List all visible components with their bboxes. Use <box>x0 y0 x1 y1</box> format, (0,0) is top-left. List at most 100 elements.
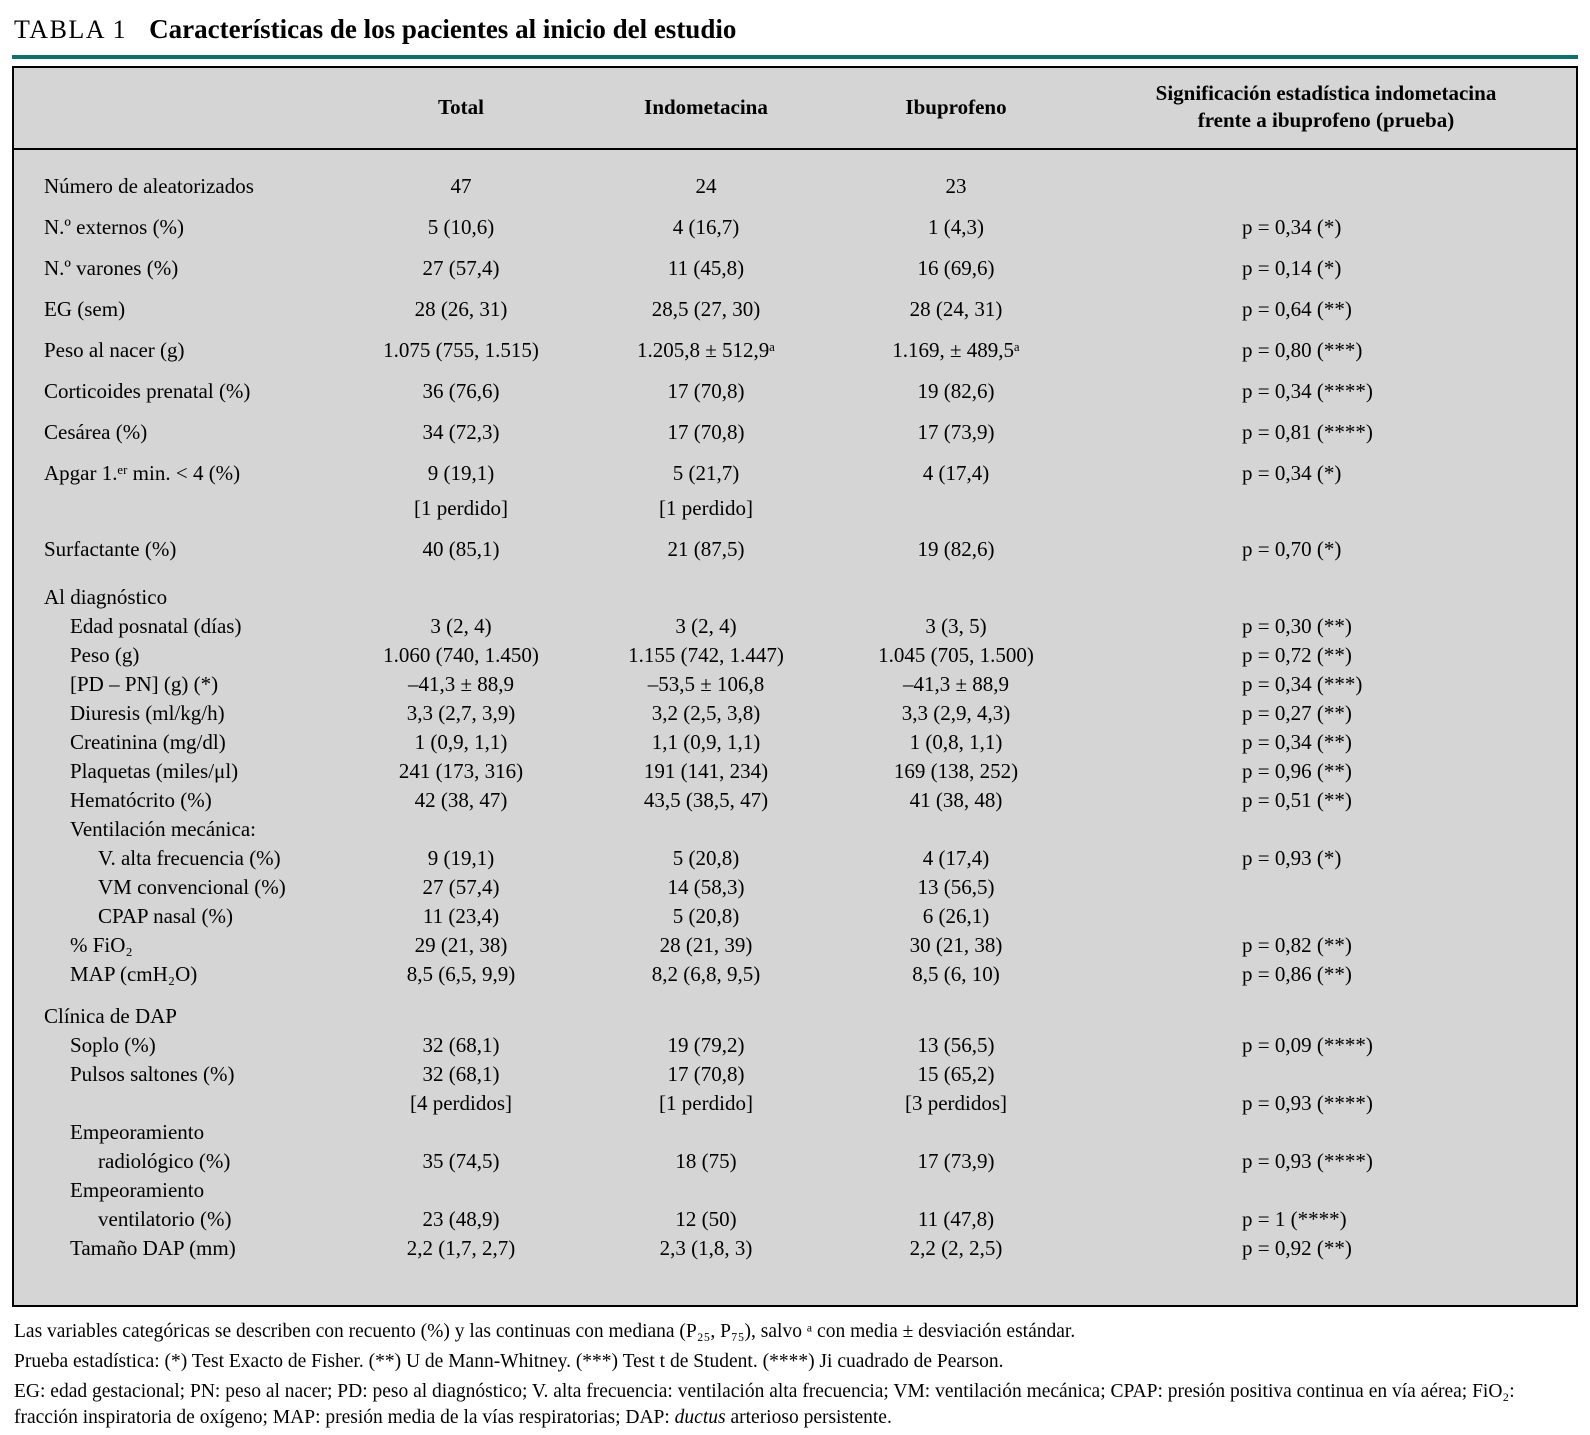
table-row: [4 perdidos] [1 perdido] [3 perdidos] p = 0… <box>14 1089 1576 1118</box>
cell-ibuprofeno: 17 (73,9) <box>917 420 995 444</box>
cell-indometacina: 11 (45,8) <box>667 256 745 280</box>
footnote-italic-term: ductus <box>674 1407 726 1428</box>
cell-total: [4 perdidos] <box>409 1091 513 1115</box>
table-row: Empeoramiento <box>14 1176 1576 1205</box>
row-label: N.º externos (%) <box>44 215 185 239</box>
table-row: CPAP nasal (%) 11 (23,4) 5 (20,8) 6 (26,1) <box>14 902 1576 931</box>
cell-significance <box>1076 494 1576 529</box>
table-section: Al diagnóstico Edad posnatal (días) 3 (2, … <box>14 570 1576 989</box>
cell-total: 11 (23,4) <box>422 904 500 928</box>
footnote-text: EG: edad gestacional; PN: peso al nacer;… <box>14 1381 1515 1428</box>
table-row: N.º varones (%) 27 (57,4) 11 (45,8) 16 (69,… <box>14 248 1576 289</box>
row-label: ventilatorio (%) <box>98 1207 232 1231</box>
cell-significance <box>1076 873 1576 902</box>
row-label: Número de aleatorizados <box>44 174 254 198</box>
footnote: EG: edad gestacional; PN: peso al nacer;… <box>14 1379 1574 1431</box>
table-row: VM convencional (%) 27 (57,4) 14 (58,3) 13 … <box>14 873 1576 902</box>
cell-significance: p = 0,34 (**) <box>1242 730 1352 754</box>
cell-indometacina: 4 (16,7) <box>672 215 740 239</box>
cell-significance: p = 0,34 (*) <box>1242 215 1342 239</box>
cell-significance <box>1076 149 1576 207</box>
table-section: Clínica de DAP Soplo (%) 32 (68,1) 19 (79,2… <box>14 989 1576 1263</box>
table-row: Hematócrito (%) 42 (38, 47) 43,5 (38,5, 47… <box>14 786 1576 815</box>
cell-indometacina: 5 (20,8) <box>672 846 740 870</box>
row-label: Al diagnóstico <box>44 585 168 609</box>
column-header-indometacina: Indometacina <box>576 68 836 150</box>
cell-total: 47 <box>450 174 472 198</box>
cell-significance: p = 0,72 (**) <box>1242 643 1352 667</box>
cell-indometacina: 8,2 (6,8, 9,5) <box>651 962 761 986</box>
cell-total: 36 (76,6) <box>422 379 500 403</box>
cell-indometacina: 17 (70,8) <box>667 379 745 403</box>
column-header-total: Total <box>346 68 576 150</box>
table-row: Apgar 1.ᵉʳ min. < 4 (%) 9 (19,1) 5 (21,7) 4… <box>14 453 1576 494</box>
cell-total: 241 (173, 316) <box>398 759 524 783</box>
cell-significance <box>1076 989 1576 1031</box>
row-label: Empeoramiento <box>70 1178 205 1202</box>
cell-ibuprofeno <box>836 989 1076 1031</box>
cell-significance: p = 0,86 (**) <box>1242 962 1352 986</box>
footnote-text: Prueba estadística: (*) Test Exacto de F… <box>14 1351 1004 1372</box>
cell-ibuprofeno: 13 (56,5) <box>917 1033 995 1057</box>
cell-indometacina: [1 perdido] <box>659 1091 753 1115</box>
cell-total: [1 perdido] <box>414 496 508 520</box>
cell-indometacina: 191 (141, 234) <box>643 759 769 783</box>
cell-significance: p = 0,96 (**) <box>1242 759 1352 783</box>
cell-ibuprofeno <box>836 1176 1076 1205</box>
cell-indometacina <box>576 989 836 1031</box>
row-label: [PD – PN] (g) (*) <box>70 672 219 696</box>
cell-significance: p = 0,34 (****) <box>1242 379 1373 403</box>
cell-ibuprofeno: 15 (65,2) <box>917 1062 995 1086</box>
cell-indometacina: 18 (75) <box>675 1149 737 1173</box>
cell-total: 40 (85,1) <box>422 537 500 561</box>
cell-ibuprofeno <box>836 494 1076 529</box>
row-label <box>14 1089 346 1118</box>
cell-significance <box>1076 902 1576 931</box>
cell-indometacina: 1.155 (742, 1.447) <box>628 643 784 667</box>
row-label: Diuresis (ml/kg/h) <box>70 701 225 725</box>
row-label: Corticoides prenatal (%) <box>44 379 251 403</box>
cell-significance <box>1076 1118 1576 1147</box>
cell-ibuprofeno <box>836 570 1076 612</box>
row-label: V. alta frecuencia (%) <box>98 846 281 870</box>
column-header-significance: Significación estadística indometacina f… <box>1076 68 1576 150</box>
footnote: Prueba estadística: (*) Test Exacto de F… <box>14 1349 1574 1375</box>
cell-ibuprofeno: 1 (0,8, 1,1) <box>909 730 1003 754</box>
cell-total <box>346 1176 576 1205</box>
cell-ibuprofeno: 19 (82,6) <box>917 379 995 403</box>
cell-ibuprofeno: 4 (17,4) <box>922 846 990 870</box>
table-row: Diuresis (ml/kg/h) 3,3 (2,7, 3,9) 3,2 (2,5… <box>14 699 1576 728</box>
title-rule <box>12 55 1578 59</box>
cell-significance <box>1076 1176 1576 1205</box>
cell-significance: p = 0,93 (****) <box>1242 1091 1373 1115</box>
cell-ibuprofeno: 2,2 (2, 2,5) <box>909 1236 1003 1260</box>
row-label: Peso al nacer (g) <box>44 338 185 362</box>
cell-total: 9 (19,1) <box>427 461 495 485</box>
table-row: Pulsos saltones (%) 32 (68,1) 17 (70,8) 15 … <box>14 1060 1576 1089</box>
cell-ibuprofeno: 23 <box>945 174 967 198</box>
table-row: EG (sem) 28 (26, 31) 28,5 (27, 30) 28 (24, … <box>14 289 1576 330</box>
cell-significance: p = 0,70 (*) <box>1242 537 1342 561</box>
cell-indometacina: 2,3 (1,8, 3) <box>659 1236 753 1260</box>
table-row: radiológico (%) 35 (74,5) 18 (75) 17 (73,9)… <box>14 1147 1576 1176</box>
table-caption: Características de los pacientes al inic… <box>149 14 737 44</box>
cell-significance: p = 0,64 (**) <box>1242 297 1352 321</box>
row-label: Edad posnatal (días) <box>70 614 242 638</box>
cell-ibuprofeno: –41,3 ± 88,9 <box>902 672 1010 696</box>
cell-total: –41,3 ± 88,9 <box>407 672 515 696</box>
cell-significance: p = 0,81 (****) <box>1242 420 1373 444</box>
column-header-ibuprofeno: Ibuprofeno <box>836 68 1076 150</box>
cell-significance: p = 0,30 (**) <box>1242 614 1352 638</box>
cell-significance: p = 0,92 (**) <box>1242 1236 1352 1260</box>
cell-ibuprofeno: 17 (73,9) <box>917 1149 995 1173</box>
cell-significance: p = 0,93 (****) <box>1242 1149 1373 1173</box>
table-row: Edad posnatal (días) 3 (2, 4) 3 (2, 4) 3 (3… <box>14 612 1576 641</box>
cell-indometacina: 17 (70,8) <box>667 420 745 444</box>
cell-ibuprofeno: 1 (4,3) <box>928 215 984 239</box>
row-label: % FiO₂ <box>70 933 133 957</box>
cell-total: 27 (57,4) <box>422 875 500 899</box>
cell-indometacina <box>576 570 836 612</box>
cell-indometacina <box>576 1176 836 1205</box>
table-row: Creatinina (mg/dl) 1 (0,9, 1,1) 1,1 (0,9, … <box>14 728 1576 757</box>
